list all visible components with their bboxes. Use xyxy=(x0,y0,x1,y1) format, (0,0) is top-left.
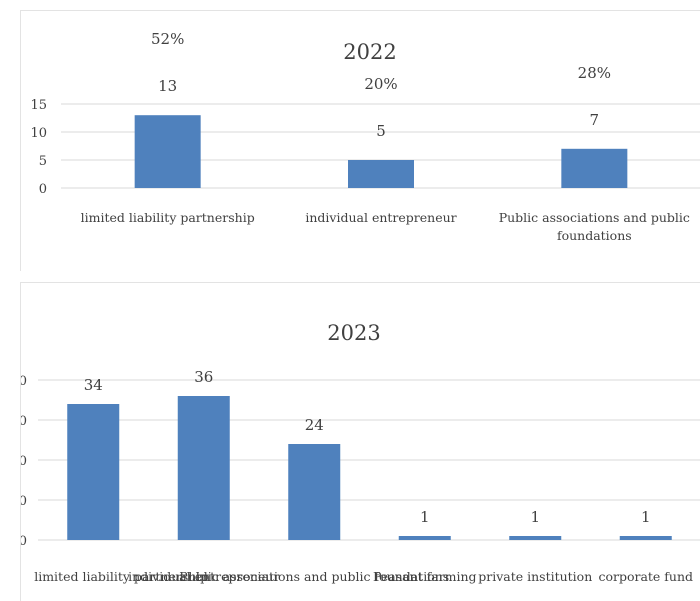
y-tick-label: 0 xyxy=(21,534,27,549)
category-label: corporate fund xyxy=(598,569,693,584)
category-label: individual entrepreneur xyxy=(128,569,279,584)
y-tick-label: 40 xyxy=(21,374,27,389)
data-label: 1 xyxy=(641,508,651,526)
data-label: 5 xyxy=(376,122,386,140)
chart-title: 2023 xyxy=(327,321,380,345)
y-tick-label: 20 xyxy=(21,454,27,469)
category-label: limited liability partnership xyxy=(81,210,255,225)
chart-title: 2022 xyxy=(343,40,396,64)
percent-label: 52% xyxy=(151,30,184,48)
category-label: individual entrepreneur xyxy=(305,210,456,225)
bar xyxy=(288,444,341,540)
y-tick-label: 0 xyxy=(39,182,47,197)
bar xyxy=(398,536,451,540)
category-label: Public associations and public foundation… xyxy=(499,210,690,243)
bar xyxy=(134,115,201,188)
data-label: 1 xyxy=(420,508,430,526)
data-label: 36 xyxy=(194,368,213,386)
y-tick-label: 10 xyxy=(21,494,27,509)
bar xyxy=(177,396,230,540)
category-label: private institution xyxy=(478,569,592,584)
bar xyxy=(561,148,628,188)
category-label: Peasant farming xyxy=(373,569,477,584)
chart-2022-panel: 2022 0 5 10 15 13 52% 5 20% 7 28% limited liability… xyxy=(20,10,700,271)
percent-label: 28% xyxy=(578,64,611,82)
y-tick-label: 30 xyxy=(21,414,27,429)
data-label: 34 xyxy=(84,376,103,394)
percent-label: 20% xyxy=(364,75,397,93)
y-tick-label: 5 xyxy=(39,154,47,169)
data-label: 7 xyxy=(590,111,600,129)
chart-2023-panel: 2023 0 10 20 30 40 34 36 24 1 1 1 limited liability … xyxy=(20,282,700,601)
data-label: 1 xyxy=(530,508,540,526)
bar xyxy=(509,536,562,540)
bar xyxy=(348,160,414,188)
category-label: Public associations and public foundatio… xyxy=(179,569,449,584)
y-tick-label: 10 xyxy=(30,126,47,141)
category-label: limited liability partnership xyxy=(34,569,208,584)
data-label: 24 xyxy=(305,416,324,434)
bar xyxy=(619,536,672,540)
chart-2023: 2023 0 10 20 30 40 34 36 24 1 1 1 limited liability … xyxy=(21,321,700,584)
chart-2022: 2022 0 5 10 15 13 52% 5 20% 7 28% limited liability… xyxy=(30,30,700,243)
y-tick-label: 15 xyxy=(30,98,47,113)
data-label: 13 xyxy=(158,77,177,95)
bar xyxy=(67,404,120,540)
